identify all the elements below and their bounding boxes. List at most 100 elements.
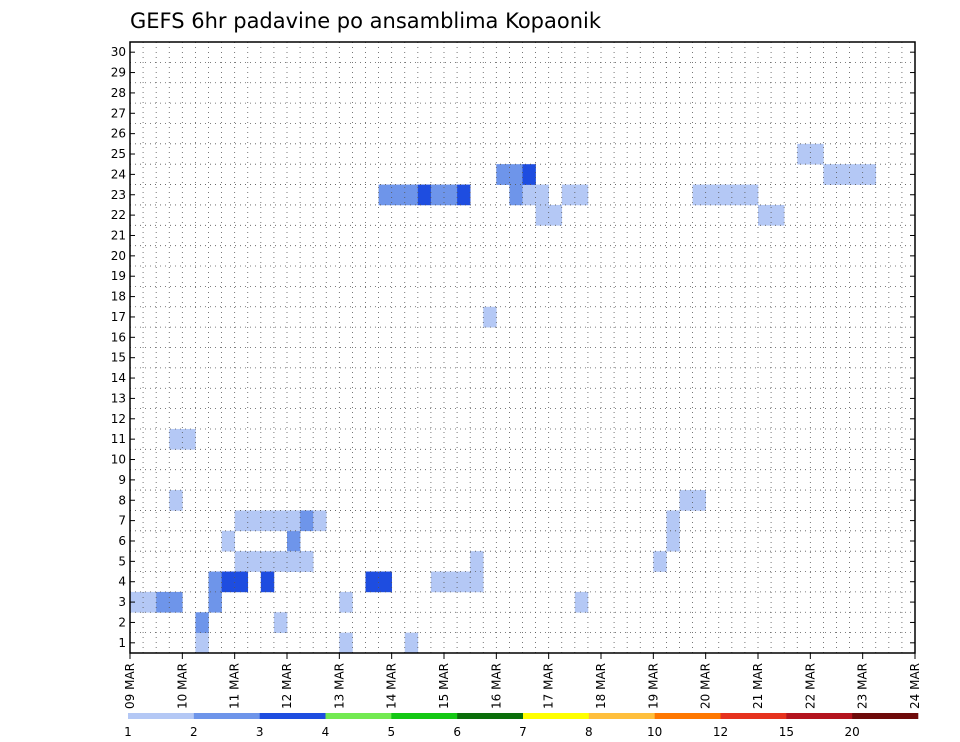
colorbar-label: 3 bbox=[256, 725, 264, 739]
x-tick-label: 21 MAR bbox=[751, 663, 765, 709]
heatmap-cell bbox=[862, 164, 877, 185]
heatmap-cell bbox=[430, 184, 445, 206]
y-tick-label: 18 bbox=[111, 290, 126, 304]
colorbar-label: 20 bbox=[845, 725, 860, 739]
heatmap-cell bbox=[287, 510, 301, 532]
heatmap-cell bbox=[535, 184, 549, 206]
heatmap-cell bbox=[574, 591, 589, 613]
y-tick-label: 27 bbox=[111, 106, 126, 120]
chart-title: GEFS 6hr padavine po ansamblima Kopaonik bbox=[130, 9, 602, 33]
heatmap-cell bbox=[195, 632, 209, 654]
heatmap-cell bbox=[221, 571, 235, 593]
heatmap-cell bbox=[260, 510, 275, 532]
heatmap-cell bbox=[339, 591, 353, 613]
heatmap-cell bbox=[234, 510, 249, 532]
colorbar-swatch bbox=[457, 713, 524, 719]
y-tick-label: 25 bbox=[111, 147, 126, 161]
heatmap-cell bbox=[234, 571, 249, 593]
x-tick-label: 23 MAR bbox=[856, 663, 870, 709]
y-tick-label: 28 bbox=[111, 86, 126, 100]
colorbar-swatch bbox=[259, 713, 326, 719]
x-tick-label: 22 MAR bbox=[803, 663, 817, 709]
colorbar-label: 15 bbox=[779, 725, 794, 739]
grid-lines bbox=[130, 42, 915, 653]
y-tick-label: 5 bbox=[118, 554, 126, 568]
heatmap-cell bbox=[496, 164, 510, 185]
heatmap-cell bbox=[339, 632, 353, 654]
heatmap-cell bbox=[444, 184, 458, 206]
heatmap-cell bbox=[143, 591, 157, 613]
x-tick-label: 18 MAR bbox=[594, 663, 608, 709]
heatmap-cell bbox=[692, 184, 706, 206]
y-tick-label: 23 bbox=[111, 188, 126, 202]
y-tick-label: 21 bbox=[111, 228, 126, 242]
heatmap-cell bbox=[260, 551, 275, 572]
heatmap-cell bbox=[797, 143, 811, 165]
heatmap-cell bbox=[679, 490, 693, 511]
colorbar-swatch bbox=[588, 713, 655, 719]
y-tick-label: 7 bbox=[118, 514, 126, 528]
heatmap-cell bbox=[444, 571, 458, 593]
heatmap-cell bbox=[430, 571, 445, 593]
heatmap-cell bbox=[208, 591, 222, 613]
y-tick-label: 11 bbox=[111, 432, 126, 446]
heatmap-cell bbox=[718, 184, 733, 206]
heatmap-cell bbox=[156, 591, 170, 613]
plot-frame bbox=[129, 41, 916, 654]
y-tick-label: 15 bbox=[111, 351, 126, 365]
x-tick-label: 17 MAR bbox=[542, 663, 556, 709]
axes: 1234567891011121314151617181920212223242… bbox=[111, 45, 922, 709]
heatmap-cell bbox=[457, 571, 471, 593]
heatmap-cell bbox=[404, 184, 419, 206]
heatmap-cell bbox=[260, 571, 275, 593]
y-tick-label: 3 bbox=[118, 595, 126, 609]
heatmap-cell bbox=[758, 204, 772, 226]
heatmap-cell bbox=[561, 184, 576, 206]
x-tick-label: 24 MAR bbox=[908, 663, 922, 709]
heatmap-cell bbox=[247, 551, 262, 572]
y-tick-label: 29 bbox=[111, 66, 126, 80]
heatmap-cell bbox=[378, 571, 392, 593]
x-tick-label: 14 MAR bbox=[385, 663, 399, 709]
heatmap-cell bbox=[417, 184, 432, 206]
y-tick-label: 20 bbox=[111, 249, 126, 263]
heatmap-cell bbox=[705, 184, 720, 206]
heatmap-cell bbox=[522, 164, 536, 185]
heatmap-cell bbox=[130, 591, 144, 613]
y-tick-label: 30 bbox=[111, 45, 126, 59]
heatmap-cell bbox=[365, 571, 379, 593]
colorbar-label: 12 bbox=[713, 725, 728, 739]
colorbar-label: 8 bbox=[585, 725, 593, 739]
heatmap-cell bbox=[169, 490, 183, 511]
heatmap-cell bbox=[195, 612, 209, 633]
x-tick-label: 09 MAR bbox=[123, 663, 137, 709]
y-tick-label: 13 bbox=[111, 391, 126, 405]
heatmap-cell bbox=[744, 184, 759, 206]
heatmap-cell bbox=[509, 164, 523, 185]
heatmap-cell bbox=[483, 306, 497, 328]
colorbar-swatch bbox=[786, 713, 853, 719]
colorbar-swatch bbox=[391, 713, 458, 719]
colorbar-swatch bbox=[193, 713, 260, 719]
heatmap-cell bbox=[823, 164, 837, 185]
colorbar-label: 10 bbox=[647, 725, 662, 739]
y-tick-label: 8 bbox=[118, 493, 126, 507]
heatmap-cell bbox=[273, 510, 288, 532]
x-tick-label: 19 MAR bbox=[646, 663, 660, 709]
heatmap-cells bbox=[130, 143, 877, 654]
x-tick-label: 13 MAR bbox=[332, 663, 346, 709]
heatmap-cell bbox=[653, 551, 667, 572]
x-tick-label: 11 MAR bbox=[228, 663, 242, 709]
colorbar-swatch bbox=[654, 713, 721, 719]
heatmap-cell bbox=[378, 184, 392, 206]
heatmap-cell bbox=[287, 530, 301, 552]
colorbar-label: 7 bbox=[519, 725, 527, 739]
colorbar-swatch bbox=[325, 713, 392, 719]
heatmap-cell bbox=[221, 530, 235, 552]
heatmap-cell bbox=[666, 510, 680, 532]
colorbar-swatch bbox=[720, 713, 787, 719]
heatmap-cell bbox=[208, 571, 222, 593]
heatmap-cell bbox=[692, 490, 706, 511]
heatmap-cell bbox=[247, 510, 262, 532]
